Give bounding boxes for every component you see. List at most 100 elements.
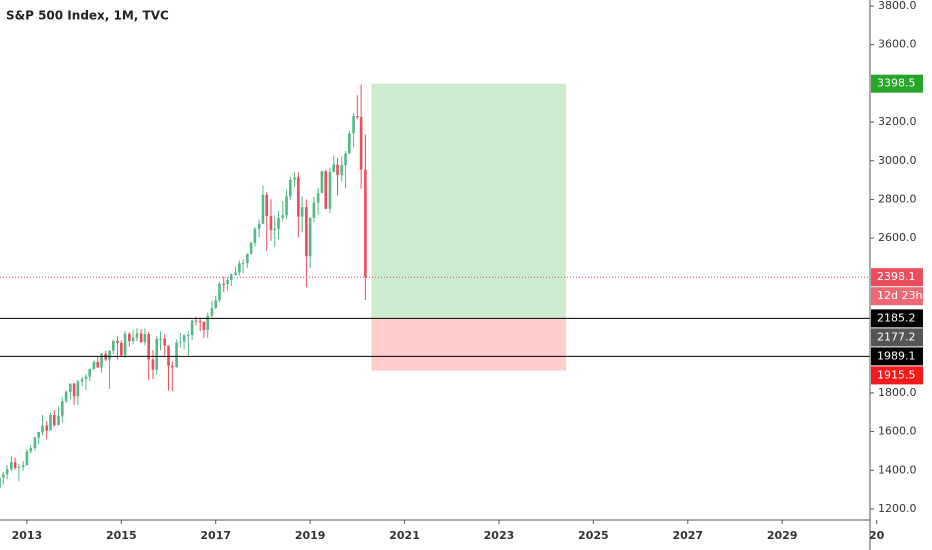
candle-body	[29, 448, 32, 452]
candle-body	[241, 262, 245, 264]
candle-body	[5, 469, 9, 475]
candle-body	[222, 283, 226, 285]
candle-body	[64, 391, 68, 402]
countdown-label-box	[871, 287, 923, 306]
candle-body	[128, 333, 131, 342]
candle-body	[238, 263, 241, 273]
candle-body	[332, 164, 336, 172]
candle-body	[21, 465, 25, 468]
candle-body	[159, 338, 162, 340]
candle-body	[96, 361, 100, 368]
countdown-label: 12d 23h	[877, 289, 922, 302]
y-tick-label: 1600.0	[878, 425, 917, 438]
candle-body	[61, 401, 64, 416]
axis-price-label-box	[871, 74, 923, 93]
candle-body	[206, 315, 210, 330]
x-tick-label: 2017	[200, 529, 231, 542]
candle-body	[273, 228, 277, 231]
candle-body	[359, 117, 363, 170]
candle-body	[214, 300, 218, 308]
candle-body	[352, 116, 355, 134]
chart-title: S&P 500 Index, 1M, TVC	[6, 9, 169, 23]
candle-body	[249, 242, 253, 254]
candle-body	[261, 194, 265, 224]
price-line-label-box	[871, 309, 923, 328]
x-tick-label: 2019	[295, 529, 326, 542]
candle-body	[293, 177, 296, 180]
candle-body	[37, 431, 41, 438]
price-line-label: 1989.1	[877, 349, 916, 362]
candle-body	[190, 320, 194, 336]
candle-body	[111, 341, 115, 351]
y-tick-label: 3600.0	[878, 38, 917, 51]
candle-body	[76, 381, 80, 397]
axis-price-label: 3398.5	[877, 77, 916, 90]
price-line-label: 2185.2	[877, 311, 916, 324]
candle-body	[52, 414, 56, 426]
candle-body	[316, 192, 320, 203]
axis-price-label-box	[871, 328, 923, 347]
candle-body	[179, 341, 182, 343]
candle-body	[305, 207, 308, 257]
candle-body	[135, 333, 139, 338]
candle-body	[344, 153, 347, 166]
candle-body	[92, 361, 96, 369]
candle-body	[289, 179, 292, 197]
candle-body	[340, 165, 344, 176]
x-tick-label: 2027	[672, 529, 703, 542]
candle-body	[139, 333, 143, 343]
candle-body	[147, 334, 150, 360]
candle-body	[285, 196, 288, 216]
x-tick-label: 2021	[389, 529, 420, 542]
price-line-label-box	[871, 347, 923, 366]
candle-body	[265, 194, 269, 217]
candle-body	[131, 337, 135, 342]
candle-body	[348, 133, 351, 154]
candle-body	[116, 341, 119, 343]
candle-body	[277, 217, 280, 229]
y-tick-label: 3000.0	[878, 154, 917, 167]
candle-body	[253, 228, 257, 243]
candle-body	[88, 368, 91, 377]
y-tick-label: 1800.0	[878, 386, 917, 399]
candle-body	[155, 338, 159, 370]
candle-body	[151, 359, 155, 370]
candle-body	[246, 253, 249, 263]
candle-body	[100, 353, 103, 368]
candle-body	[69, 383, 72, 392]
candle-body	[281, 215, 285, 218]
plot-area	[0, 83, 870, 497]
candle-body	[57, 415, 60, 426]
candle-body	[13, 462, 17, 468]
x-tick-label: 2015	[106, 529, 137, 542]
candle-body	[297, 177, 300, 217]
candle-body	[120, 342, 123, 356]
candle-body	[143, 334, 147, 343]
y-tick-label: 1200.0	[878, 502, 917, 515]
candle-body	[10, 462, 13, 470]
profit-zone	[371, 83, 566, 319]
candle-body	[17, 467, 21, 469]
candle-body	[108, 350, 111, 360]
candle-body	[182, 335, 186, 342]
x-tick-label: 2029	[767, 529, 798, 542]
axis-price-label-box	[871, 366, 923, 385]
candle-body	[210, 307, 214, 316]
candle-body	[194, 320, 198, 322]
candle-body	[312, 202, 316, 219]
candle-body	[356, 116, 359, 118]
candle-body	[187, 335, 190, 337]
candle-body	[0, 477, 1, 488]
candle-body	[226, 279, 229, 284]
loss-zone	[371, 318, 566, 371]
candle-body	[2, 474, 5, 478]
candle-body	[269, 216, 273, 231]
x-tick-label: 20	[869, 529, 885, 542]
candle-body	[364, 169, 367, 278]
y-tick-label: 1400.0	[878, 463, 917, 476]
x-tick-label: 2013	[12, 529, 43, 542]
candle-body	[167, 345, 170, 366]
y-tick-label: 2800.0	[878, 192, 917, 205]
candle-body	[308, 218, 312, 257]
